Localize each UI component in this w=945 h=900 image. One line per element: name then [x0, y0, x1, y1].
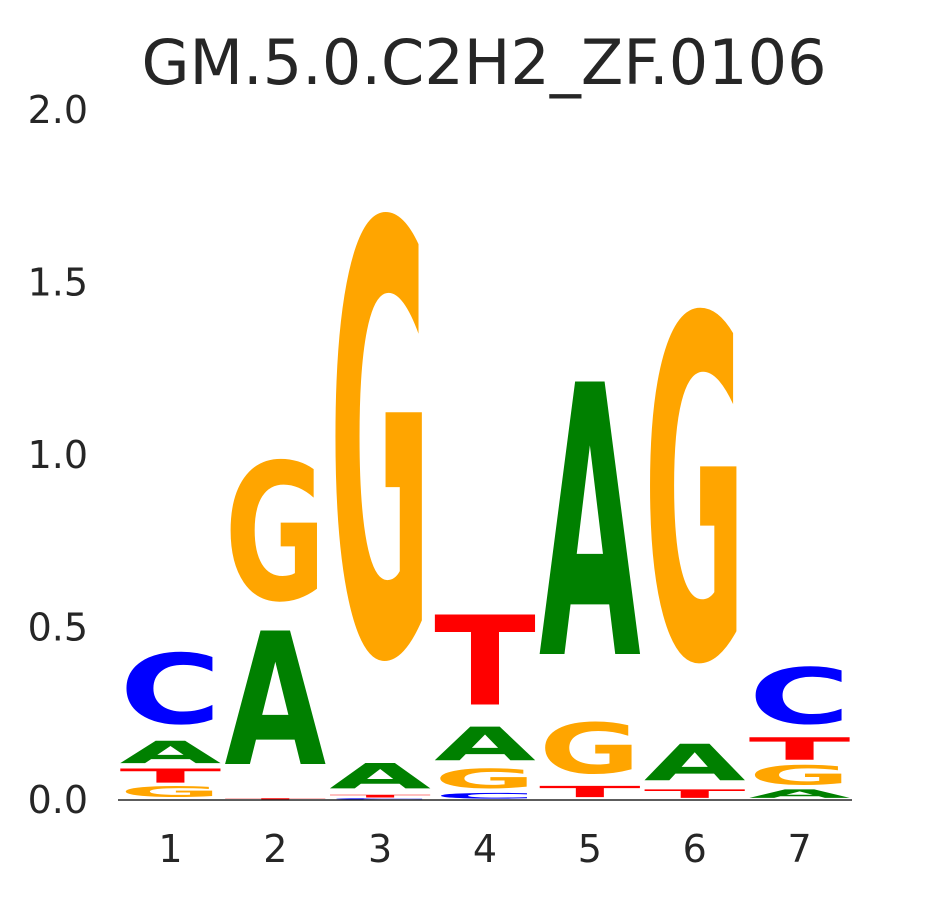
logo-letter-A: A: [749, 787, 851, 801]
logo-letter-G: G: [539, 709, 641, 790]
logo-letter-C: C: [434, 791, 536, 800]
logo-letter-T: T: [224, 798, 326, 800]
logo-letter-A: A: [224, 594, 326, 808]
logo-letter-G: G: [120, 783, 222, 801]
x-tick-label: 2: [263, 827, 287, 871]
y-tick-label: 1.5: [28, 261, 88, 305]
logo-letter-C: C: [120, 634, 222, 746]
logo-letter-T: T: [120, 765, 222, 787]
letter-stack: TAG: [224, 424, 326, 808]
x-tick-label: 1: [158, 827, 182, 871]
logo-letter-T: T: [539, 783, 641, 801]
letter-stack: TGA: [539, 308, 642, 800]
logo-letter-A: A: [434, 718, 536, 772]
x-tick-label: 5: [578, 827, 602, 871]
x-tick-label: 3: [368, 827, 392, 871]
logo-letter-G: G: [434, 763, 536, 794]
x-tick-label: 6: [683, 827, 707, 871]
logo-letter-G: G: [749, 760, 851, 791]
logo-letter-T: T: [644, 787, 746, 800]
logo-letter-G: G: [224, 424, 326, 644]
logo-letter-G: G: [644, 222, 746, 769]
y-tick-label: 2.0: [28, 88, 88, 132]
chart-title: GM.5.0.C2H2_ZF.0106: [141, 26, 826, 99]
y-tick-label: 0.5: [28, 606, 88, 650]
logo-letter-A: A: [644, 734, 746, 792]
y-axis: 0.0 0.5 1.0 1.5 2.0: [28, 88, 88, 822]
logo-letter-A: A: [120, 734, 222, 770]
logo-letter-C: C: [749, 653, 851, 742]
logo-letter-T: T: [749, 731, 851, 767]
logo-letter-C: C: [329, 798, 431, 800]
logo-letter-A: A: [329, 756, 431, 796]
x-axis: 1 2 3 4 5 6 7: [158, 827, 811, 871]
logo-letter-T: T: [329, 794, 431, 798]
x-tick-label: 7: [787, 827, 811, 871]
logo-letter-A: A: [539, 308, 642, 743]
y-tick-label: 0.0: [28, 778, 88, 822]
logo-letter-G: G: [329, 103, 431, 794]
y-tick-label: 1.0: [28, 433, 88, 477]
logo-letter-T: T: [434, 591, 536, 734]
letter-stack: TAG: [644, 222, 746, 801]
x-tick-label: 4: [473, 827, 497, 871]
